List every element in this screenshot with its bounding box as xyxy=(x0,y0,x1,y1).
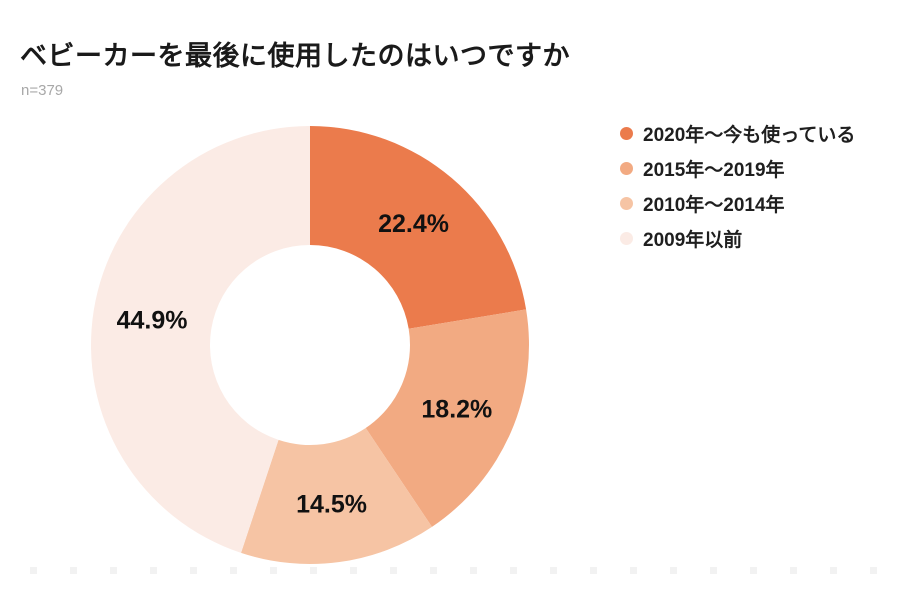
donut-slice-3 xyxy=(91,126,310,553)
legend-dot xyxy=(620,127,633,140)
legend-label: 2020年〜今も使っている xyxy=(643,125,856,146)
dotted-separator xyxy=(30,567,892,574)
legend-dot xyxy=(620,197,633,210)
chart-title: ベビーカーを最後に使用したのはいつですか xyxy=(20,41,570,71)
legend-label: 2009年以前 xyxy=(643,230,743,251)
donut-slice-2 xyxy=(241,428,432,564)
slice-label-2: 14.5% xyxy=(296,491,367,519)
legend-item: 2020年〜今も使っている xyxy=(620,116,855,151)
legend-item: 2010年〜2014年 xyxy=(620,186,855,221)
legend-dot xyxy=(620,162,633,175)
legend-item: 2009年以前 xyxy=(620,221,855,256)
sample-size: n=379 xyxy=(21,82,64,99)
slice-label-0: 22.4% xyxy=(378,210,449,238)
donut-slice-0 xyxy=(310,126,527,329)
legend: 2020年〜今も使っている 2015年〜2019年 2010年〜2014年 20… xyxy=(620,116,855,256)
legend-label: 2010年〜2014年 xyxy=(643,195,785,216)
donut-slice-1 xyxy=(365,309,529,527)
slice-label-3: 44.9% xyxy=(117,306,188,334)
slice-label-1: 18.2% xyxy=(421,396,492,424)
legend-label: 2015年〜2019年 xyxy=(643,160,785,181)
legend-dot xyxy=(620,232,633,245)
legend-item: 2015年〜2019年 xyxy=(620,151,855,186)
